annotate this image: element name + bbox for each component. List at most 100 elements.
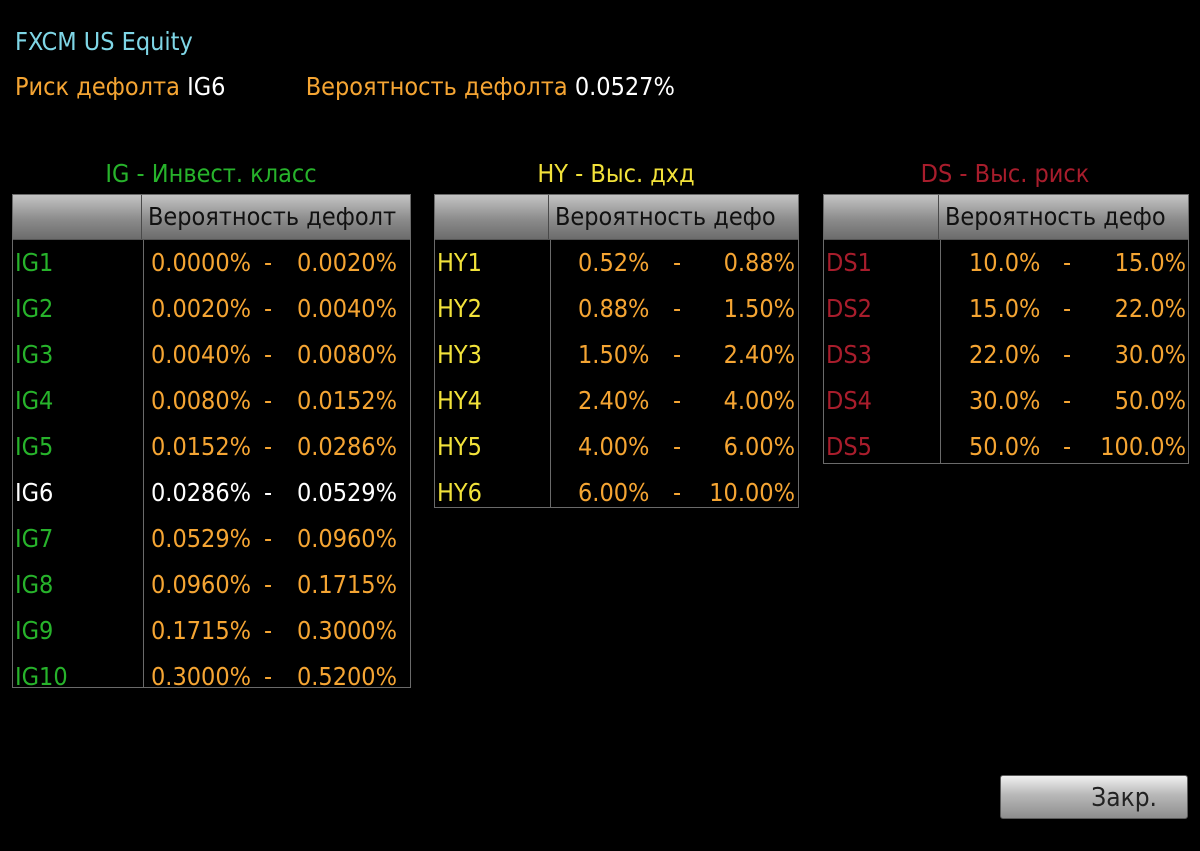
probability-range: 6.00% -10.00%: [551, 470, 798, 507]
range-separator: -: [264, 662, 273, 688]
table-header: Вероятность дефолт: [13, 195, 410, 240]
range-high: 0.3000%: [296, 616, 397, 645]
table-row[interactable]: HY1 0.52% - 0.88%: [435, 240, 798, 286]
rating-name: IG2: [13, 286, 144, 332]
column-header-probability: Вероятность дефо: [555, 202, 776, 231]
rating-name: IG9: [13, 608, 144, 654]
table-row[interactable]: IG6 0.0286% -0.0529%: [13, 470, 410, 516]
risk-label: Риск дефолта: [15, 72, 180, 101]
ig-section-title: IG - Инвест. класс: [105, 159, 317, 188]
rating-name: DS2: [824, 286, 941, 332]
probability-range: 0.0080% -0.0152%: [144, 378, 410, 424]
range-separator: -: [673, 294, 682, 323]
hy-table: Вероятность дефо HY1 0.52% -0.88% HY2 0.88% -…: [434, 194, 799, 508]
table-row[interactable]: DS4 30.0% - 50.0%: [824, 378, 1188, 424]
probability-value: 0.0527%: [574, 72, 675, 101]
table-row[interactable]: IG1 0.0000% -0.0020%: [13, 240, 410, 286]
table-row[interactable]: DS3 22.0% - 30.0%: [824, 332, 1188, 378]
probability-range: 4.00% - 6.00%: [551, 424, 798, 470]
range-high: 0.0152%: [296, 386, 397, 415]
header-name-cell: [435, 195, 549, 239]
table-row[interactable]: HY6 6.00% -10.00%: [435, 470, 798, 507]
range-high: 30.0%: [1114, 340, 1186, 369]
probability-range: 2.40% - 4.00%: [551, 378, 798, 424]
range-high: 6.00%: [723, 432, 795, 461]
range-high: 0.0529%: [296, 478, 397, 507]
ds-section-title: DS - Выс. риск: [920, 159, 1090, 188]
probability-range: 0.0000% -0.0020%: [144, 240, 410, 286]
range-separator: -: [264, 478, 273, 507]
rating-name: IG6: [13, 470, 144, 516]
range-high: 15.0%: [1114, 248, 1186, 277]
rating-name: HY5: [435, 424, 551, 470]
probability-range: 0.3000% -0.5200%: [144, 654, 410, 688]
range-high: 4.00%: [723, 386, 795, 415]
table-row[interactable]: DS1 10.0% - 15.0%: [824, 240, 1188, 286]
probability-range: 0.0152% -0.0286%: [144, 424, 410, 470]
table-row[interactable]: DS2 15.0% - 22.0%: [824, 286, 1188, 332]
range-separator: -: [1063, 294, 1072, 323]
range-low: 0.0152%: [151, 432, 252, 461]
hy-section-title: HY - Выс. дхд: [537, 159, 695, 188]
range-separator: -: [673, 478, 682, 507]
range-separator: -: [264, 386, 273, 415]
range-low: 4.00%: [578, 432, 650, 461]
table-row[interactable]: IG8 0.0960% -0.1715%: [13, 562, 410, 608]
rating-name: HY4: [435, 378, 551, 424]
probability-range: 0.88% - 1.50%: [551, 286, 798, 332]
range-high: 0.0020%: [296, 248, 397, 277]
security-name: FXCM US Equity: [15, 27, 193, 56]
range-separator: -: [264, 432, 273, 461]
probability-label: Вероятность дефолта: [305, 72, 568, 101]
range-high: 0.0080%: [296, 340, 397, 369]
range-separator: -: [1063, 248, 1072, 277]
range-low: 0.3000%: [151, 662, 252, 688]
close-button[interactable]: Закр.: [1000, 775, 1188, 819]
rating-name: HY2: [435, 286, 551, 332]
rating-name: IG3: [13, 332, 144, 378]
table-header: Вероятность дефо: [824, 195, 1188, 240]
range-high: 22.0%: [1114, 294, 1186, 323]
rating-name: HY3: [435, 332, 551, 378]
range-low: 0.0000%: [151, 248, 252, 277]
range-low: 1.50%: [578, 340, 650, 369]
header-name-cell: [824, 195, 939, 239]
column-header-probability: Вероятность дефолт: [148, 202, 397, 231]
table-row[interactable]: IG5 0.0152% -0.0286%: [13, 424, 410, 470]
range-high: 1.50%: [723, 294, 795, 323]
rating-name: DS5: [824, 424, 941, 463]
probability-range: 0.0960% -0.1715%: [144, 562, 410, 608]
probability-range: 0.0286% -0.0529%: [144, 470, 410, 516]
range-separator: -: [1063, 386, 1072, 415]
range-low: 50.0%: [969, 432, 1041, 461]
table-row[interactable]: HY5 4.00% - 6.00%: [435, 424, 798, 470]
table-row[interactable]: IG3 0.0040% -0.0080%: [13, 332, 410, 378]
rating-name: IG1: [13, 240, 144, 286]
default-summary: Риск дефолта IG6 Вероятность дефолта 0.0…: [15, 71, 675, 103]
rating-name: IG4: [13, 378, 144, 424]
probability-range: 50.0% -100.0%: [941, 424, 1188, 463]
range-separator: -: [264, 524, 273, 553]
probability-range: 15.0% - 22.0%: [941, 286, 1188, 332]
rating-name: IG8: [13, 562, 144, 608]
table-row[interactable]: IG10 0.3000% -0.5200%: [13, 654, 410, 688]
range-separator: -: [1063, 340, 1072, 369]
table-row[interactable]: IG4 0.0080% -0.0152%: [13, 378, 410, 424]
range-low: 0.52%: [578, 248, 650, 277]
table-row[interactable]: IG9 0.1715% -0.3000%: [13, 608, 410, 654]
table-header: Вероятность дефо: [435, 195, 798, 240]
table-row[interactable]: HY3 1.50% - 2.40%: [435, 332, 798, 378]
probability-range: 1.50% - 2.40%: [551, 332, 798, 378]
range-separator: -: [264, 248, 273, 277]
table-row[interactable]: HY2 0.88% - 1.50%: [435, 286, 798, 332]
table-row[interactable]: DS5 50.0% -100.0%: [824, 424, 1188, 463]
rating-name: DS1: [824, 240, 941, 286]
probability-range: 0.1715% -0.3000%: [144, 608, 410, 654]
table-row[interactable]: HY4 2.40% - 4.00%: [435, 378, 798, 424]
rating-name: DS3: [824, 332, 941, 378]
probability-range: 0.0040% -0.0080%: [144, 332, 410, 378]
table-row[interactable]: IG7 0.0529% -0.0960%: [13, 516, 410, 562]
range-separator: -: [673, 386, 682, 415]
table-row[interactable]: IG2 0.0020% -0.0040%: [13, 286, 410, 332]
range-low: 0.0080%: [151, 386, 252, 415]
